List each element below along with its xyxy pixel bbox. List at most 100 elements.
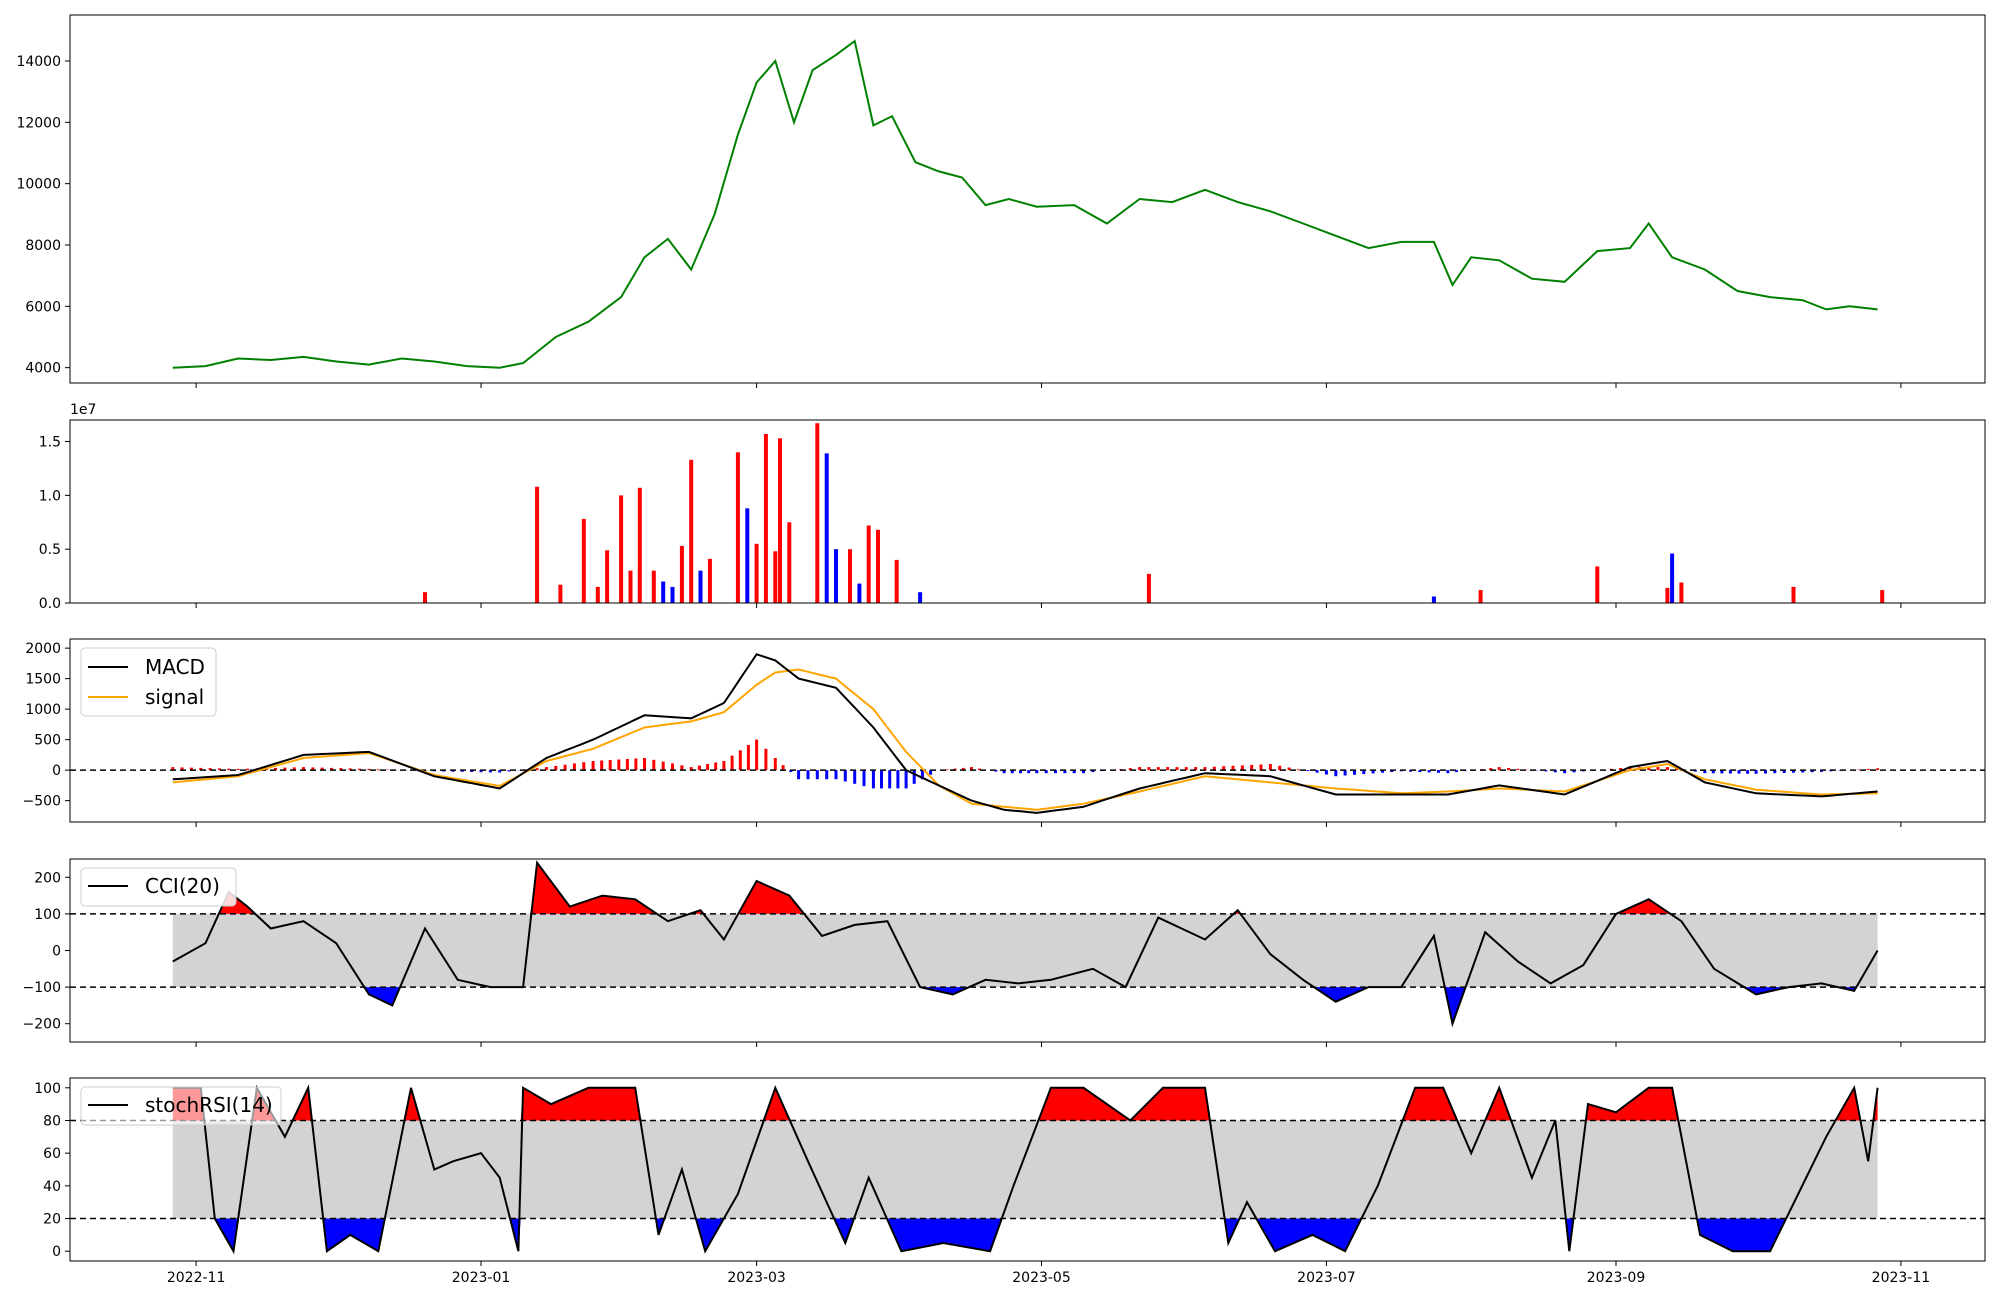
stochrsi-y-tick-label: 60 [43,1146,61,1162]
macd-histogram-bar [843,770,847,782]
macd-histogram-bar [1259,764,1263,771]
macd-histogram-bar [1044,770,1048,774]
macd-histogram-bar [600,760,604,771]
macd-histogram-bar [1390,770,1394,772]
macd-histogram-bar [1801,770,1805,773]
macd-histogram-bar [1728,770,1732,774]
volume-bar [558,584,563,603]
macd-histogram-bar [634,758,638,771]
macd-histogram-bar [1628,767,1632,771]
cci-legend-label: CCI(20) [145,874,220,898]
stochrsi-y-tick-label: 40 [43,1179,61,1195]
macd-histogram-bar [311,767,315,771]
macd-histogram-bar [470,770,474,772]
volume-axes-frame [69,419,1986,604]
volume-bar [605,550,610,603]
macd-histogram-bar [1268,764,1272,771]
macd-histogram-bar [1362,770,1366,775]
volume-bar [1679,582,1684,603]
macd-histogram-bar [535,768,539,771]
macd-histogram-bar [970,767,973,771]
stochrsi-overbought-fill [172,1087,1878,1121]
macd-histogram-bar [208,768,212,771]
macd-y-tick-label: 500 [34,733,61,749]
macd-histogram-bar [722,761,726,771]
volume-bar [628,570,633,603]
macd-histogram-bar [1563,770,1567,774]
macd-histogram-bar [1278,765,1282,771]
macd-histogram-bar [1866,768,1870,771]
macd-histogram-bar [1703,770,1707,774]
volume-bar [707,558,712,603]
macd-histogram-bar [608,760,612,771]
macd-histogram-bar [1138,767,1142,771]
macd-histogram-bar [1203,767,1207,771]
volume-bar [1791,586,1796,603]
volume-bar [763,434,768,603]
volume-plot-area: 0.0 0.5 1.0 1.5 [39,423,1885,612]
macd-histogram-bar [1656,767,1660,771]
macd-histogram-bar [1002,770,1006,774]
volume-bar [918,592,923,603]
macd-histogram-bar [764,748,768,771]
macd-histogram-bar [625,759,629,771]
volume-bar [1670,553,1675,603]
macd-histogram-bar [1194,767,1198,771]
macd-histogram-bar [1782,770,1786,773]
macd-histogram-bar [945,769,949,771]
x-tick-label: 2022-11 [167,1270,226,1286]
macd-histogram-bar [460,770,464,772]
macd-legend-box [80,647,217,717]
macd-histogram-bar [1287,767,1291,771]
macd-histogram-bar [292,767,296,771]
price-y-tick-label: 8000 [25,238,61,254]
volume-y-tick-label: 0.0 [39,596,61,612]
macd-histogram-bar [1497,767,1501,771]
macd-histogram-bar [1720,770,1724,774]
macd-histogram-bar [1553,770,1557,773]
volume-bar [670,586,675,603]
macd-histogram-bar [1507,768,1511,771]
macd-histogram-bar [789,770,793,773]
macd-histogram-bar [738,750,742,771]
macd-histogram-bar [1381,770,1384,773]
macd-legend: MACD signal [80,647,217,717]
volume-y-tick-label: 0.5 [39,542,61,558]
macd-histogram-bar [862,770,866,787]
volume-bar [773,551,778,603]
macd-histogram-bar [1792,770,1795,773]
macd-y-tick-label: 0 [52,763,61,779]
macd-histogram-bar [697,765,701,771]
stochrsi-plot-area: 0 20 40 60 80 100 [34,1081,1985,1260]
volume-scale-label: 1e7 [70,402,96,418]
macd-histogram-bar [1343,770,1347,776]
macd-histogram-bar [953,768,957,771]
macd-histogram-bar [1764,770,1767,774]
macd-histogram-bar [689,767,693,771]
volume-bar [423,592,427,603]
macd-histogram-bar [479,770,483,773]
volume-bar [679,545,684,603]
macd-histogram-bar [386,769,390,771]
volume-bar [848,549,852,603]
macd-histogram-bar [1166,767,1170,771]
macd-histogram-bar [652,759,656,771]
volume-bar [689,459,694,603]
macd-histogram-bar [554,765,558,771]
macd-histogram-bar [1353,770,1356,775]
cci-line [172,860,1879,1028]
macd-histogram-bar [871,770,875,789]
macd-histogram-bar [671,763,674,771]
stochrsi-y-tick-label: 100 [34,1081,61,1097]
macd-histogram-bar [1675,768,1679,771]
macd-histogram-bar [171,767,175,771]
cci-axes-frame [69,858,1986,1043]
macd-histogram-bar [896,770,900,789]
macd-legend-label: MACD [145,655,205,679]
macd-histogram-bar [880,770,883,789]
macd-histogram-bar [1857,769,1861,771]
x-tick-label: 2023-01 [452,1270,511,1286]
volume-y-tick-label: 1.0 [39,488,61,504]
macd-histogram-bar [1156,767,1160,771]
volume-bar [787,522,792,603]
